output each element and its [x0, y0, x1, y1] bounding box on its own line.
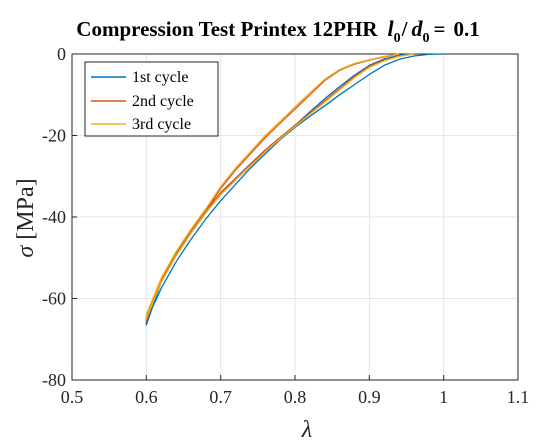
x-tick-label-6: 1.1 [507, 387, 530, 407]
y-tick-label-0: 0 [57, 44, 66, 64]
x-tick-label-3: 0.8 [284, 387, 307, 407]
series-layer [145, 53, 444, 326]
axis-ticks: 0.5 0.6 0.7 0.8 0.9 1 1.1 0 -20 -40 -60 -80 [42, 44, 529, 407]
legend-label-2nd-cycle: 2nd cycle [132, 93, 194, 110]
x-tick-label-0: 0.5 [61, 387, 84, 407]
y-tick-label-3: -60 [42, 289, 66, 309]
series-line-1 [145, 53, 444, 326]
x-axis-label: λ [301, 417, 312, 443]
y-tick-label-2: -40 [42, 207, 66, 227]
x-tick-label-4: 0.9 [358, 387, 381, 407]
legend-label-3rd-cycle: 3rd cycle [132, 116, 191, 133]
x-tick-label-5: 1 [439, 387, 448, 407]
series-line-2 [145, 53, 414, 322]
y-tick-label-4: -80 [42, 370, 66, 390]
x-tick-label-2: 0.7 [209, 387, 232, 407]
series-line-3 [145, 53, 415, 320]
y-axis-label: σ[MPa] [13, 178, 39, 257]
x-tick-label-1: 0.6 [135, 387, 158, 407]
y-tick-label-1: -20 [42, 126, 66, 146]
chart-title: Compression Test Printex 12PHR l0/d0 = 0.1 [76, 16, 479, 46]
legend-label-1st-cycle: 1st cycle [132, 69, 188, 86]
legend: 1st cycle 2nd cycle 3rd cycle [84, 61, 219, 137]
